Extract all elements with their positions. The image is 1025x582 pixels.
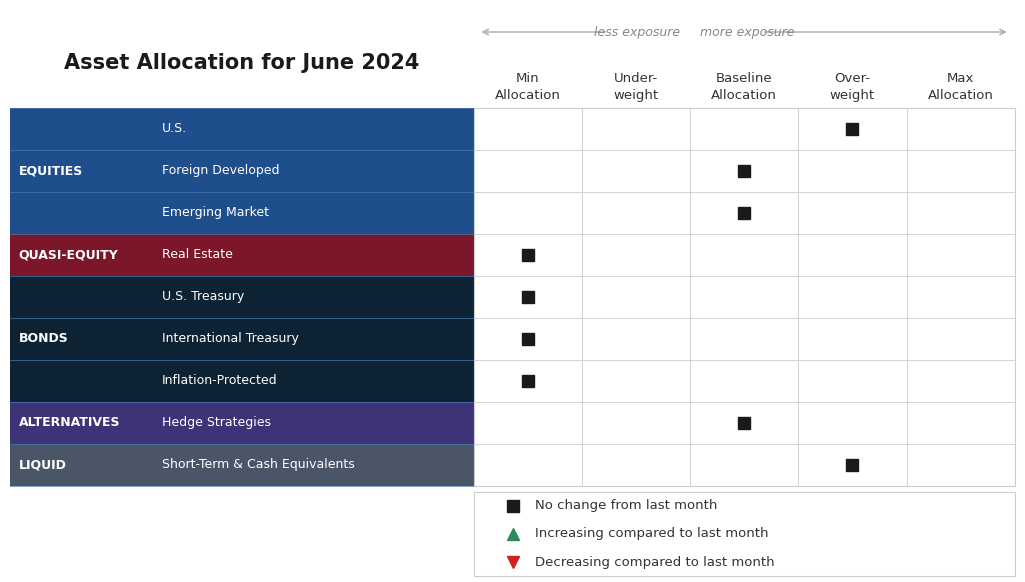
Text: Foreign Developed: Foreign Developed — [162, 164, 280, 178]
Text: ALTERNATIVES: ALTERNATIVES — [18, 416, 120, 430]
Text: LIQUID: LIQUID — [18, 459, 67, 471]
Text: Short-Term & Cash Equivalents: Short-Term & Cash Equivalents — [162, 459, 355, 471]
Text: Max
Allocation: Max Allocation — [928, 72, 993, 102]
Text: Min
Allocation: Min Allocation — [495, 72, 561, 102]
Text: U.S. Treasury: U.S. Treasury — [162, 290, 244, 303]
Text: BONDS: BONDS — [18, 332, 69, 345]
Text: Real Estate: Real Estate — [162, 249, 233, 261]
Text: Asset Allocation for June 2024: Asset Allocation for June 2024 — [65, 52, 419, 73]
FancyBboxPatch shape — [10, 444, 474, 486]
FancyBboxPatch shape — [10, 191, 474, 234]
Text: Over-
weight: Over- weight — [830, 72, 875, 102]
FancyBboxPatch shape — [474, 108, 1015, 486]
FancyBboxPatch shape — [10, 360, 474, 402]
Text: No change from last month: No change from last month — [535, 499, 718, 512]
FancyBboxPatch shape — [10, 234, 474, 276]
FancyBboxPatch shape — [10, 276, 474, 318]
FancyBboxPatch shape — [10, 402, 474, 444]
FancyBboxPatch shape — [474, 492, 1015, 576]
FancyBboxPatch shape — [10, 150, 474, 191]
Text: International Treasury: International Treasury — [162, 332, 299, 345]
Text: Decreasing compared to last month: Decreasing compared to last month — [535, 556, 775, 569]
Text: Under-
weight: Under- weight — [613, 72, 658, 102]
Text: Increasing compared to last month: Increasing compared to last month — [535, 527, 769, 541]
Text: Hedge Strategies: Hedge Strategies — [162, 416, 271, 430]
FancyBboxPatch shape — [10, 318, 474, 360]
FancyBboxPatch shape — [10, 108, 474, 150]
Text: Emerging Market: Emerging Market — [162, 206, 269, 219]
Text: more exposure: more exposure — [700, 26, 794, 38]
Text: less exposure: less exposure — [593, 26, 680, 38]
Text: Baseline
Allocation: Baseline Allocation — [711, 72, 777, 102]
Text: U.S.: U.S. — [162, 122, 188, 135]
Text: EQUITIES: EQUITIES — [18, 164, 83, 178]
Text: QUASI-EQUITY: QUASI-EQUITY — [18, 249, 118, 261]
Text: Inflation-Protected: Inflation-Protected — [162, 374, 278, 388]
